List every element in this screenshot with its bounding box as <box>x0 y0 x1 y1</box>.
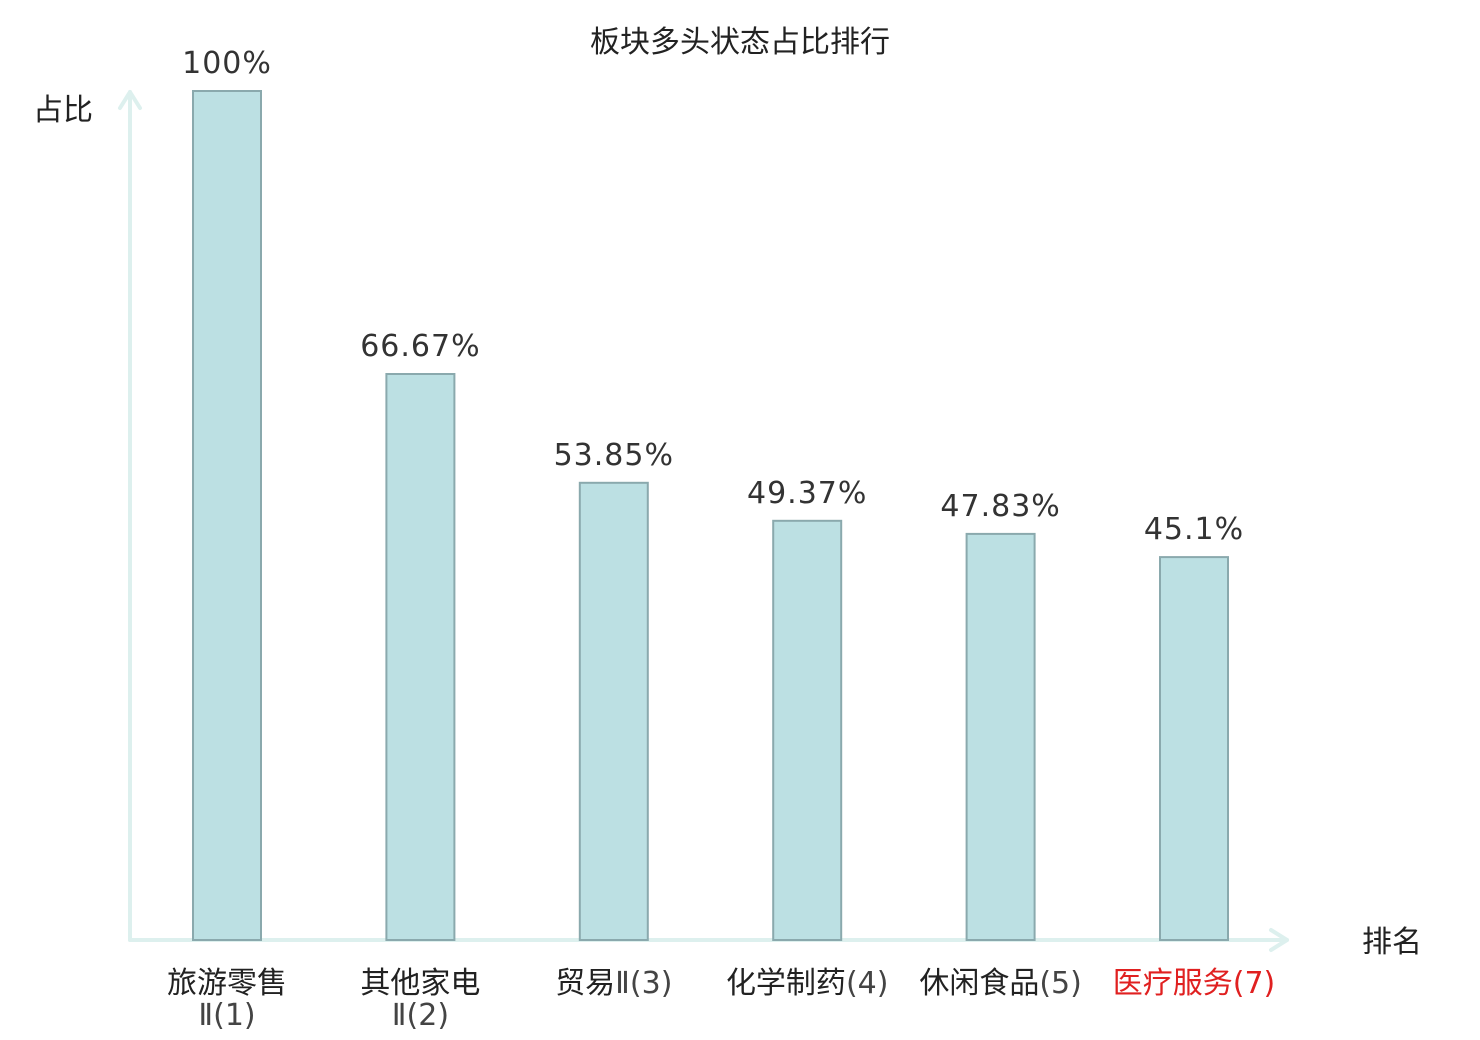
bar-value-label: 66.67% <box>360 329 480 364</box>
bar <box>192 90 262 941</box>
value-labels-group: 100% 66.67% 53.85% 49.37% 47.83% 45.1% <box>182 46 1244 547</box>
chart-title: 板块多头状态占比排行 <box>590 25 890 60</box>
x-tick-label-suffix: (5) <box>1039 966 1082 1001</box>
x-tick-label-name: 贸易 <box>555 966 615 1001</box>
bar-value-label: 49.37% <box>747 476 867 511</box>
x-tick-label-name: 化学制药 <box>726 966 846 1001</box>
bar <box>385 373 456 941</box>
y-axis-arrow <box>118 90 142 110</box>
bar <box>965 532 1036 942</box>
x-tick-label-suffix: Ⅱ(1) <box>198 998 255 1033</box>
bar <box>578 481 649 941</box>
x-tick-label-suffix: Ⅱ(3) <box>615 966 672 1001</box>
x-axis-arrow <box>1269 928 1289 952</box>
x-axis-label: 排名 <box>1362 925 1422 960</box>
x-tick-label-name: 休闲食品 <box>919 966 1039 1001</box>
x-tick-label: 旅游零售 Ⅱ(1) <box>167 966 287 1033</box>
bar-value-label: 47.83% <box>940 489 1060 524</box>
x-tick-label-name: 其他家电 <box>360 966 480 1001</box>
x-tick-label-suffix: (4) <box>846 966 889 1001</box>
x-tick-label: 休闲食品(5) <box>919 966 1082 1001</box>
bar <box>772 519 843 941</box>
x-tick-label: 贸易Ⅱ(3) <box>555 966 672 1001</box>
bars-group <box>192 90 1229 942</box>
x-tick-label: 医疗服务(7) <box>1113 966 1276 1001</box>
x-tick-label: 化学制药(4) <box>726 966 889 1001</box>
y-axis-label: 占比 <box>33 93 93 128</box>
bar <box>1159 556 1229 941</box>
bar-value-label: 53.85% <box>554 438 674 473</box>
bar-value-label: 45.1% <box>1144 512 1244 547</box>
axes <box>118 90 1289 952</box>
x-tick-label-name: 旅游零售 <box>167 966 287 1001</box>
bar-value-label: 100% <box>182 46 272 81</box>
x-tick-label-suffix: (7) <box>1233 966 1276 1001</box>
category-labels-group: 旅游零售 Ⅱ(1) 其他家电 Ⅱ(2) 贸易Ⅱ(3) 化学制药(4) 休闲食品(5) 医疗服务… <box>167 966 1275 1033</box>
x-tick-label: 其他家电 Ⅱ(2) <box>360 966 480 1033</box>
x-tick-label-name: 医疗服务 <box>1113 966 1233 1001</box>
x-tick-label-suffix: Ⅱ(2) <box>392 998 449 1033</box>
